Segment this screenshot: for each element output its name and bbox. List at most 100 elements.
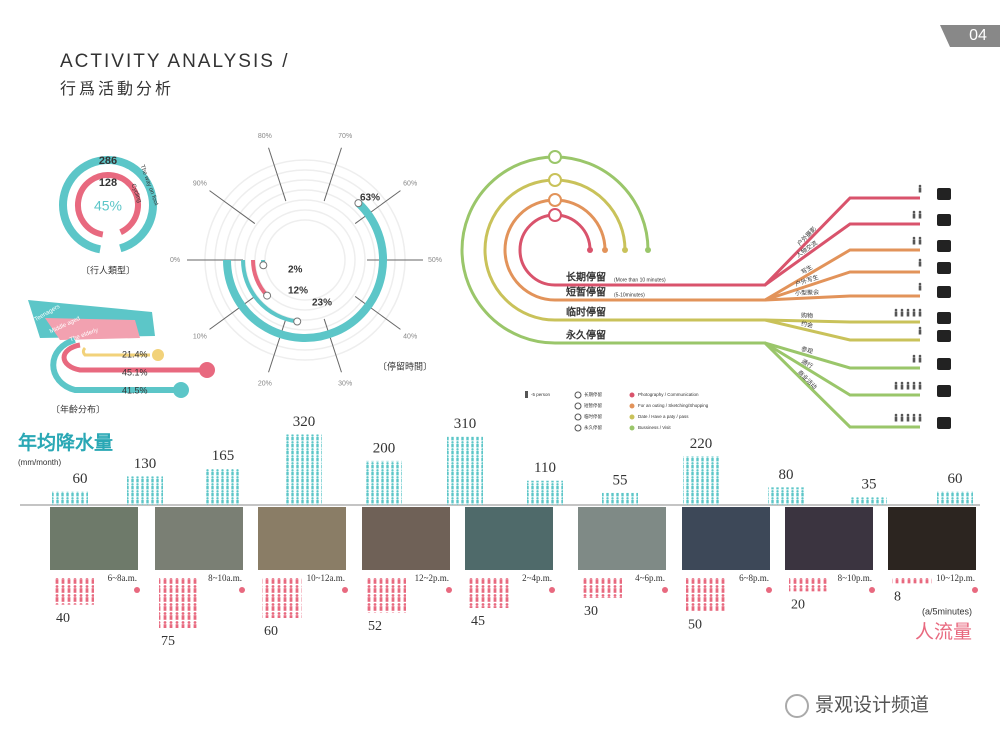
- value-label: 60: [264, 624, 278, 639]
- age-share: 21.4%: [122, 349, 148, 359]
- person-body: [894, 416, 898, 422]
- slot-icon: [869, 587, 875, 593]
- person-body: [918, 311, 922, 317]
- photo: [155, 507, 243, 570]
- stay-note: (5-10minutes): [614, 292, 645, 298]
- stay-note: (More than 10 minutes): [614, 277, 666, 283]
- icon-elderly: [173, 382, 189, 398]
- pictogram-bar: [52, 491, 88, 505]
- person-body: [918, 187, 922, 193]
- pictogram-bar: [892, 578, 932, 584]
- person-body: [918, 285, 922, 291]
- stay-arc: [518, 213, 700, 287]
- person-head: [894, 381, 898, 385]
- person-head: [912, 354, 916, 358]
- radial-bar: [241, 259, 298, 324]
- pictogram-bar: [469, 578, 509, 608]
- category-label: 10~12p.m.: [936, 573, 975, 583]
- value-label: 12%: [288, 286, 308, 297]
- category-label: 2~4p.m.: [522, 573, 552, 583]
- persons: [918, 258, 922, 267]
- flow-branch: [700, 341, 920, 429]
- person-head: [906, 308, 910, 312]
- spoke: [354, 190, 401, 224]
- persons: [894, 381, 922, 390]
- bar-cap: [354, 199, 363, 208]
- value-label: 35: [862, 477, 877, 493]
- title: ACTIVITY ANALYSIS /: [60, 51, 289, 72]
- pictogram-bar: [286, 434, 322, 505]
- spoke: [268, 318, 287, 373]
- spoke: [209, 190, 256, 224]
- legend-activity-dot: [629, 403, 635, 409]
- pictogram-bar: [768, 487, 804, 505]
- value-label: 130: [134, 456, 157, 472]
- share: 45%: [94, 198, 122, 214]
- person-head: [918, 282, 922, 286]
- person-head: [912, 236, 916, 240]
- walk-ring: [59, 156, 157, 254]
- slot-icon: [662, 587, 668, 593]
- person-head: [918, 210, 922, 214]
- pictogram-bar: [205, 468, 241, 505]
- persons: [894, 413, 922, 422]
- person-head: [900, 413, 904, 417]
- bar-cap: [263, 291, 272, 300]
- activity-label: 参观: [800, 345, 814, 356]
- legend-stay-icon: [574, 391, 582, 399]
- legend-stay-icon: [574, 424, 582, 432]
- person-body: [906, 416, 910, 422]
- stay-name: 临时停留: [566, 306, 606, 319]
- stay-name: 永久停留: [565, 329, 606, 342]
- value-label: 8: [894, 590, 901, 605]
- person-body: [912, 311, 916, 317]
- value-label: 63%: [360, 193, 380, 204]
- pictogram-bar: [366, 578, 406, 613]
- x-tick-label: 30%: [338, 380, 352, 387]
- value-label: 52: [368, 619, 382, 634]
- watermark: 景观设计频道: [815, 694, 929, 716]
- stay-cap: [622, 247, 628, 253]
- x-tick-label: 90%: [193, 180, 207, 187]
- person-head: [918, 413, 922, 417]
- pictogram-bar: [582, 578, 622, 598]
- person-body: [906, 384, 910, 390]
- walk-count: 286: [99, 155, 117, 167]
- cycle-label: Cycling: [130, 183, 142, 204]
- x-tick-label: 50%: [428, 257, 442, 264]
- x-tick-label: 20%: [258, 380, 272, 387]
- legend-stay-icon: [574, 402, 582, 410]
- category-label: 12~2p.m.: [415, 573, 449, 583]
- legend-stay-icon: [574, 413, 582, 421]
- person-body: [906, 311, 910, 317]
- person-head: [900, 381, 904, 385]
- persons: [918, 326, 922, 335]
- value-label: 200: [373, 440, 396, 456]
- x-tick-label: 40%: [403, 333, 417, 340]
- activity-icon: [937, 358, 951, 370]
- bar-cap: [293, 317, 302, 326]
- value-label: 50: [688, 618, 702, 633]
- ring-guide: [234, 189, 376, 331]
- stay-cap: [602, 247, 608, 253]
- age-yellow-band: [81, 346, 150, 357]
- legend-stay: 短暂停留: [584, 402, 602, 409]
- x-tick-label: 10%: [193, 333, 207, 340]
- page-tab: [940, 25, 1000, 47]
- value-label: 23%: [312, 298, 332, 309]
- stay-icon: [548, 173, 562, 187]
- value-label: 110: [534, 460, 556, 476]
- x-tick-label: 0%: [170, 257, 180, 264]
- person-head: [912, 210, 916, 214]
- person-body: [918, 416, 922, 422]
- value-label: 60: [73, 471, 88, 487]
- person-head: [894, 413, 898, 417]
- photo: [578, 507, 666, 570]
- category-label: 4~6p.m.: [635, 573, 665, 583]
- subtitle: 行爲活動分析: [60, 80, 174, 98]
- photo: [682, 507, 770, 570]
- rain-title: 年均降水量: [18, 431, 113, 454]
- legend-activity: For an outing / Sketching/Shopping: [638, 403, 709, 408]
